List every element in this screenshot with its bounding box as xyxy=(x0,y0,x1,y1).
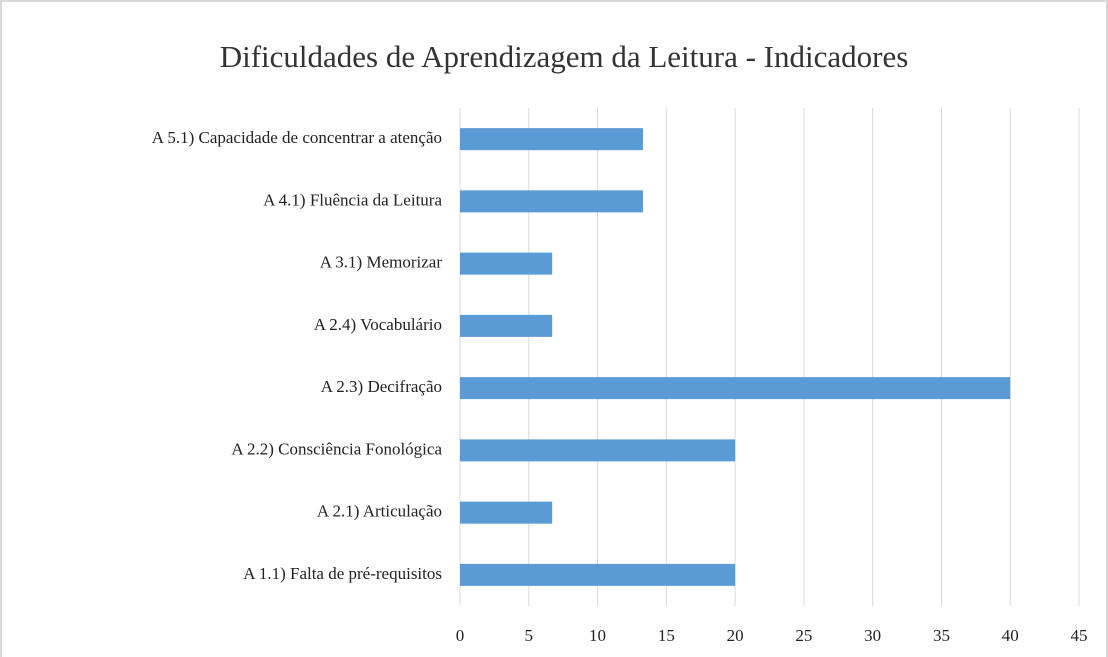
x-tick-label: 30 xyxy=(864,626,881,645)
x-tick-label: 20 xyxy=(727,626,744,645)
y-tick-label: A 2.1) Articulação xyxy=(317,502,442,521)
x-tick-label: 25 xyxy=(795,626,812,645)
y-tick-label: A 1.1) Falta de pré-requisitos xyxy=(243,564,442,583)
bar xyxy=(460,190,643,213)
y-tick-label: A 2.3) Decifração xyxy=(321,377,442,396)
y-tick-label: A 2.4) Vocabulário xyxy=(314,315,442,334)
x-tick-label: 10 xyxy=(589,626,606,645)
x-tick-label: 40 xyxy=(1002,626,1019,645)
y-tick-label: A 2.2) Consciência Fonológica xyxy=(231,439,442,458)
x-tick-label: 5 xyxy=(525,626,534,645)
x-tick-label: 0 xyxy=(456,626,465,645)
bar xyxy=(460,377,1011,400)
bar xyxy=(460,501,553,524)
bar xyxy=(460,439,736,462)
x-tick-label: 45 xyxy=(1071,626,1088,645)
chart-title: Dificuldades de Aprendizagem da Leitura … xyxy=(220,39,909,74)
bar xyxy=(460,128,643,151)
x-tick-label: 15 xyxy=(658,626,675,645)
y-tick-label: A 5.1) Capacidade de concentrar a atençã… xyxy=(152,128,442,147)
bar xyxy=(460,252,553,275)
bar xyxy=(460,563,736,586)
x-tick-label: 35 xyxy=(933,626,950,645)
y-tick-label: A 4.1) Fluência da Leitura xyxy=(263,190,442,209)
bar xyxy=(460,314,553,337)
y-tick-label: A 3.1) Memorizar xyxy=(320,253,443,272)
